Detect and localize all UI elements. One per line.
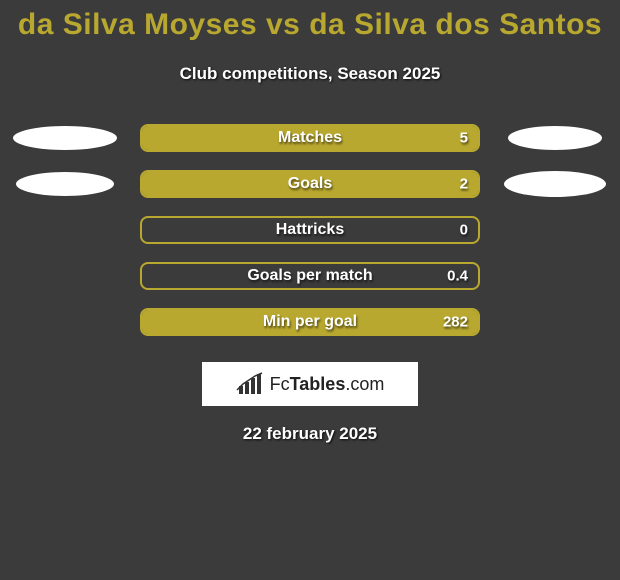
- stat-label: Hattricks: [142, 221, 478, 239]
- left-indicator-slot: [10, 172, 120, 196]
- stat-bar: Min per goal282: [140, 308, 480, 336]
- stat-bar: Goals per match0.4: [140, 262, 480, 290]
- branding-prefix: Fc: [270, 374, 290, 394]
- left-indicator-slot: [10, 126, 120, 150]
- stat-bar-fill: [142, 172, 478, 196]
- left-indicator-ellipse: [13, 126, 117, 150]
- stat-value: 0: [460, 222, 468, 239]
- bar-chart-icon: [236, 372, 264, 396]
- footer-date: 22 february 2025: [0, 424, 620, 444]
- page-title: da Silva Moyses vs da Silva dos Santos: [0, 0, 620, 42]
- page-subtitle: Club competitions, Season 2025: [0, 64, 620, 84]
- stat-bar: Hattricks0: [140, 216, 480, 244]
- stat-bar-fill: [142, 126, 478, 150]
- stat-bar-fill: [142, 310, 478, 334]
- stat-value: 0.4: [447, 268, 468, 285]
- right-indicator-ellipse: [504, 171, 606, 197]
- branding-bold: Tables: [290, 374, 346, 394]
- stat-label: Goals per match: [142, 267, 478, 285]
- stat-row: Goals per match0.4: [0, 262, 620, 290]
- stat-row: Hattricks0: [0, 216, 620, 244]
- branding-box: FcTables.com: [202, 362, 418, 406]
- stat-rows: Matches5Goals2Hattricks0Goals per match0…: [0, 124, 620, 336]
- right-indicator-ellipse: [508, 126, 602, 150]
- stat-row: Min per goal282: [0, 308, 620, 336]
- stat-bar: Goals2: [140, 170, 480, 198]
- comparison-infographic: da Silva Moyses vs da Silva dos Santos C…: [0, 0, 620, 444]
- branding-suffix: .com: [345, 374, 384, 394]
- right-indicator-slot: [500, 171, 610, 197]
- branding-text: FcTables.com: [270, 374, 385, 395]
- stat-bar: Matches5: [140, 124, 480, 152]
- left-indicator-ellipse: [16, 172, 114, 196]
- stat-row: Matches5: [0, 124, 620, 152]
- right-indicator-slot: [500, 126, 610, 150]
- stat-row: Goals2: [0, 170, 620, 198]
